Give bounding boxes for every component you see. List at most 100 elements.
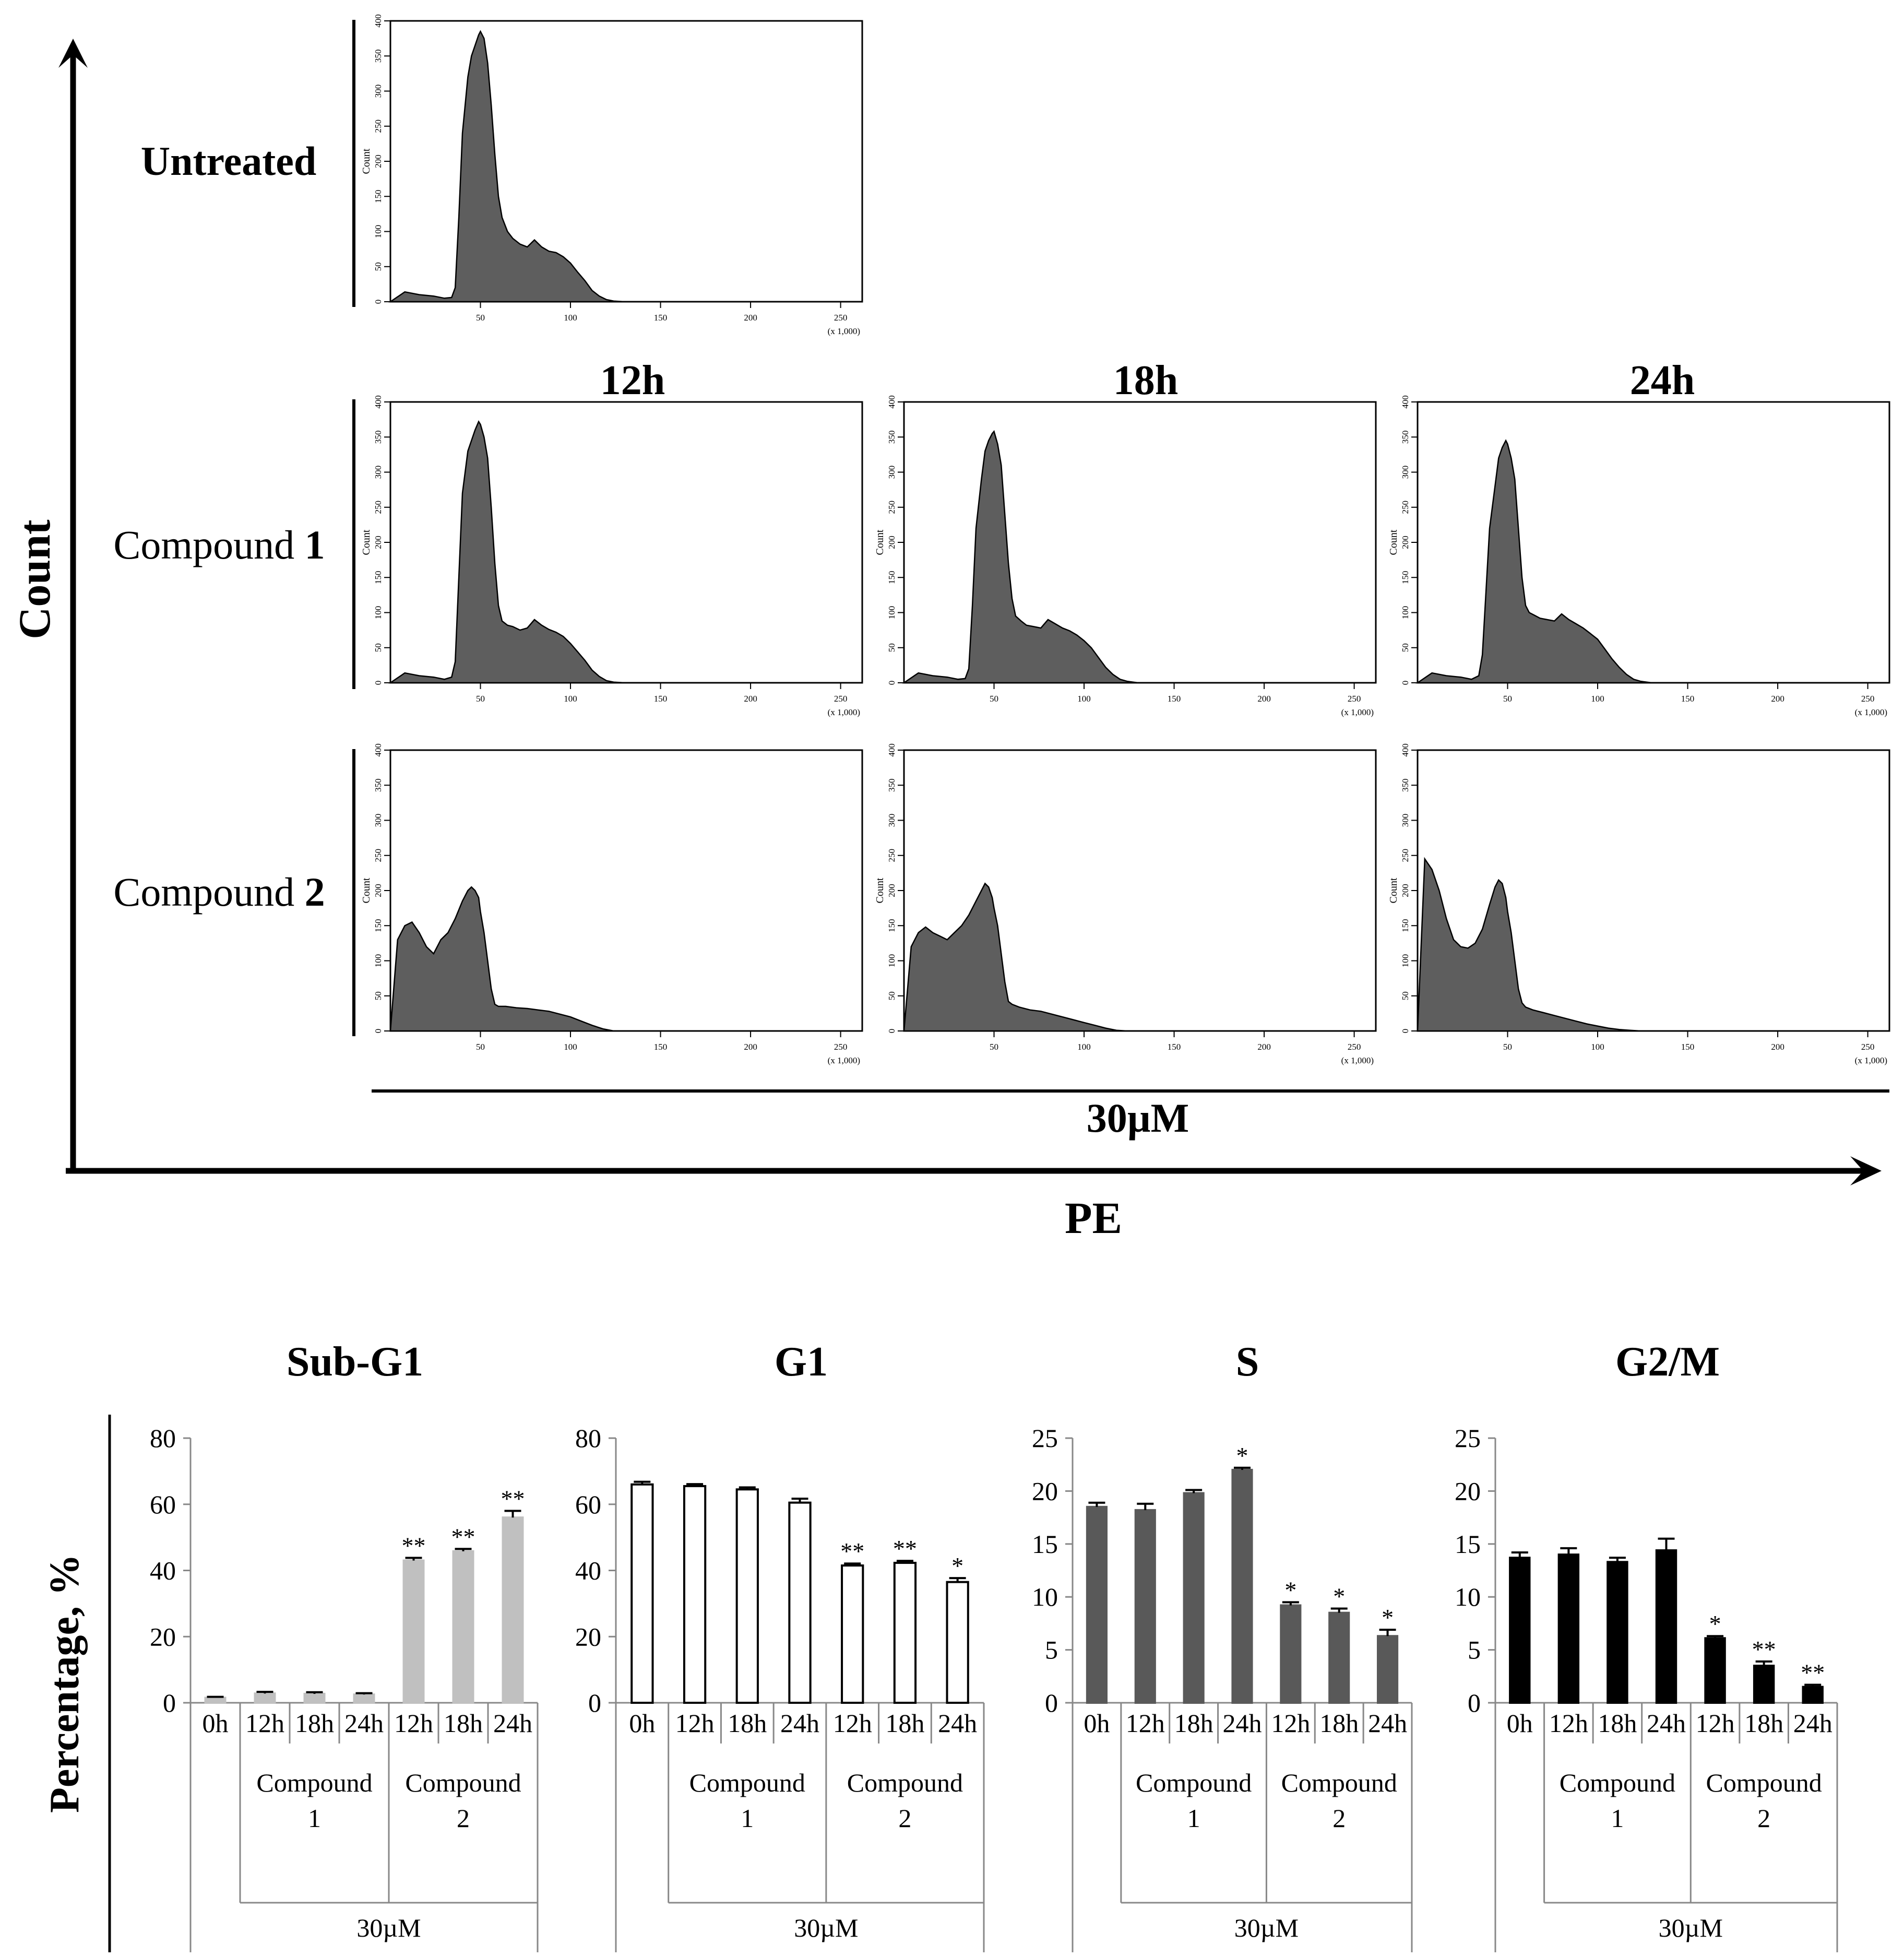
bar-y-tick-label: 10: [1032, 1582, 1058, 1611]
bar: [893, 1561, 917, 1704]
bar: [1802, 1686, 1824, 1704]
bar: [1280, 1604, 1302, 1704]
bar-x-label: 12h: [675, 1709, 715, 1738]
bar-group-label: 2: [1332, 1804, 1346, 1833]
histogram-x-multiplier: (x 1,000): [1855, 707, 1887, 717]
bar: [735, 1488, 759, 1704]
histogram-y-tick-label: 200: [373, 536, 383, 549]
bar-section-y-axis-label: Percentage, %: [42, 1554, 88, 1813]
column-label-18h: 18h: [1113, 358, 1179, 404]
bar-y-tick-label: 20: [575, 1622, 601, 1651]
histogram-x-tick-label: 200: [1771, 694, 1784, 704]
histogram-x-tick-label: 150: [1681, 1042, 1695, 1052]
bar-x-label: 0h: [1507, 1709, 1533, 1738]
bar-y-tick-label: 60: [575, 1490, 601, 1519]
histogram-y-label: Count: [1388, 529, 1399, 555]
histogram-y-tick-label: 350: [887, 779, 897, 792]
histogram-x-tick-label: 250: [1348, 1042, 1361, 1052]
bar-group-label: Compound: [1560, 1768, 1675, 1797]
bar: [1183, 1492, 1205, 1704]
histogram-y-tick-label: 200: [887, 884, 897, 897]
histogram-area: [388, 30, 862, 303]
histogram-panels: 0 50 100 150 200 250 300 350 400 Count 50 100 150 200…: [361, 14, 1890, 1065]
bar-x-label: 24h: [493, 1709, 532, 1738]
bar-y-tick-label: 80: [150, 1424, 176, 1453]
bar-y-tick-label: 25: [1032, 1424, 1058, 1453]
bar-x-label: 24h: [1223, 1709, 1262, 1738]
bar-group-label: Compound: [1136, 1768, 1252, 1797]
histogram-y-tick-label: 150: [1400, 571, 1410, 585]
histogram-x-tick-label: 250: [1861, 1042, 1875, 1052]
bar: [1134, 1509, 1156, 1704]
histogram-y-tick-label: 250: [373, 501, 383, 514]
histogram-x-tick-label: 150: [654, 694, 668, 704]
bar-y-tick-label: 20: [150, 1622, 176, 1651]
histogram-x-tick-label: 250: [834, 313, 848, 323]
bar: [452, 1550, 474, 1704]
histogram-y-tick-label: 400: [373, 395, 383, 409]
bar-panel-title: G1: [775, 1339, 828, 1385]
histogram-y-label: Count: [874, 877, 886, 903]
bar-group-label: 1: [741, 1804, 754, 1833]
histogram-x-tick-label: 50: [476, 313, 485, 323]
histogram-x-tick-label: 150: [654, 313, 668, 323]
row-label-untreated: Untreated: [141, 138, 317, 184]
bar-y-tick-label: 0: [588, 1688, 601, 1717]
bar: [1086, 1505, 1108, 1704]
histogram-area: [1417, 857, 1889, 1032]
histogram-panel: 0 50 100 150 200 250 300 350 400 Count 50 100 150 200…: [874, 743, 1377, 1065]
histogram-y-tick-label: 400: [887, 743, 897, 757]
bar-x-label: 0h: [203, 1709, 229, 1738]
histogram-y-tick-label: 50: [373, 262, 383, 271]
histogram-y-tick-label: 350: [1400, 431, 1410, 444]
bar-y-tick-label: 40: [575, 1556, 601, 1585]
histogram-y-tick-label: 350: [373, 431, 383, 444]
bar-x-label: 18h: [1174, 1709, 1213, 1738]
histogram-y-tick-label: 300: [373, 85, 383, 98]
histogram-x-multiplier: (x 1,000): [828, 707, 860, 717]
flow-y-axis-arrowhead: [58, 39, 88, 68]
bar: [353, 1693, 375, 1704]
histogram-y-label: Count: [361, 148, 372, 174]
histogram-y-tick-label: 300: [887, 466, 897, 479]
histogram-y-label: Count: [1388, 877, 1399, 903]
histogram-y-tick-label: 150: [887, 571, 897, 585]
histogram-x-multiplier: (x 1,000): [1341, 1055, 1374, 1065]
bar: [402, 1559, 425, 1704]
histogram-x-tick-label: 100: [564, 313, 577, 323]
bar-y-tick-label: 15: [1455, 1529, 1481, 1559]
bar: [1655, 1549, 1677, 1704]
flow-y-axis-label: Count: [9, 519, 59, 639]
histogram-panel: 0 50 100 150 200 250 300 350 400 Count 50 100 150 200…: [361, 14, 863, 336]
histogram-y-tick-label: 250: [887, 501, 897, 514]
bar: [1231, 1468, 1253, 1704]
bar-group-label: Compound: [847, 1768, 963, 1797]
histogram-y-tick-label: 350: [887, 431, 897, 444]
flow-histogram-section: Count PE Untreated Compound 1 Compound 2…: [9, 14, 1890, 1243]
histogram-y-tick-label: 50: [1400, 643, 1410, 652]
bar-significance-label: *: [951, 1552, 963, 1579]
histogram-y-tick-label: 100: [887, 954, 897, 968]
flow-x-axis-label: PE: [1065, 1193, 1122, 1243]
histogram-y-tick-label: 0: [887, 1029, 897, 1034]
bar-x-label: 18h: [1744, 1709, 1783, 1738]
histogram-y-label: Count: [361, 877, 372, 903]
bar-concentration-label: 30µM: [356, 1913, 421, 1942]
histogram-panel: 0 50 100 150 200 250 300 350 400 Count 50 100 150 200…: [361, 395, 863, 717]
histogram-x-multiplier: (x 1,000): [1855, 1055, 1887, 1065]
bar-group-label: 2: [898, 1804, 911, 1833]
concentration-label-flow: 30µM: [1087, 1095, 1189, 1141]
bar-x-label: 12h: [1549, 1709, 1588, 1738]
bar-x-label: 24h: [780, 1709, 819, 1738]
bar-y-tick-label: 15: [1032, 1529, 1058, 1559]
histogram-panel: 0 50 100 150 200 250 300 350 400 Count 50 100 150 200…: [1388, 395, 1890, 717]
histogram-x-multiplier: (x 1,000): [1341, 707, 1374, 717]
histogram-y-tick-label: 200: [887, 536, 897, 549]
bar-group-label: 1: [308, 1804, 321, 1833]
bar: [1606, 1561, 1628, 1704]
histogram-y-tick-label: 0: [1400, 1029, 1410, 1034]
histogram-y-tick-label: 50: [887, 991, 897, 1000]
bar-y-tick-label: 25: [1455, 1424, 1481, 1453]
